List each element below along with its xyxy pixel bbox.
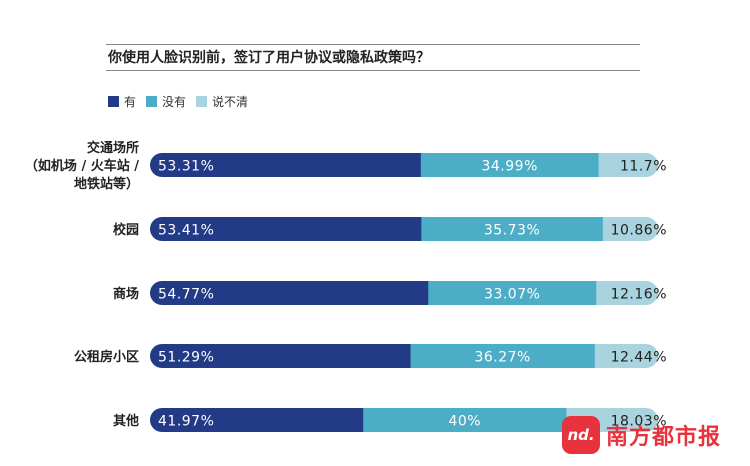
data-label: 34.99% (481, 159, 537, 175)
data-label: 36.27% (474, 350, 530, 366)
bar-group: 53.41% 35.73% 10.86% 校园 (113, 217, 667, 241)
legend-swatch (108, 96, 119, 107)
legend-swatch (196, 96, 208, 107)
bar-segment (150, 153, 422, 177)
data-label: 11.7% (620, 159, 667, 175)
legend-label: 说不清 (212, 95, 249, 109)
data-label: 33.07% (484, 287, 540, 303)
legend-item: 说不清 (196, 93, 248, 110)
data-label: 53.31% (158, 159, 214, 175)
data-label: 41.97% (158, 414, 214, 430)
data-label: 12.44% (611, 350, 667, 366)
legend-label: 有 (124, 95, 137, 109)
legend-label: 没有 (162, 95, 187, 109)
bar-segment (410, 344, 596, 368)
category-label: 交通场所 (87, 140, 139, 156)
data-label: 51.29% (158, 350, 214, 366)
category-label: 其他 (113, 413, 139, 429)
watermark-brand: 南方都市报 (606, 425, 722, 450)
bar-group: 41.97% 40% 18.03% 其他 (113, 408, 667, 432)
bar-segment (596, 281, 658, 305)
bar-segment (598, 153, 658, 177)
data-label: 54.77% (158, 287, 214, 303)
bar-segment (363, 408, 568, 432)
bar-segment (150, 408, 365, 432)
legend-item: 没有 (146, 93, 186, 110)
data-label: 35.73% (484, 223, 540, 239)
bar-segment (420, 153, 600, 177)
title-rule-bottom (106, 70, 640, 71)
bar-segment (421, 217, 604, 241)
category-label: （如机场 / 火车站 / (25, 158, 139, 174)
bar-segment (602, 217, 658, 241)
bar-segment (150, 344, 412, 368)
bar-segment (150, 217, 423, 241)
legend-swatch (146, 96, 158, 107)
category-label: 公租房小区 (74, 349, 139, 365)
chart-title: 你使用人脸识别前，签订了用户协议或隐私政策吗？ (108, 50, 430, 66)
data-label: 10.86% (611, 223, 667, 239)
category-label: 校园 (113, 222, 139, 238)
bar-group: 51.29% 36.27% 12.44% 公租房小区 (74, 344, 667, 368)
bar-segment (594, 344, 658, 368)
bar-segment (428, 281, 598, 305)
data-label: 18.03% (611, 414, 667, 430)
data-label: 40% (448, 414, 481, 430)
title-rule-top (106, 44, 640, 45)
category-label: 地铁站等） (74, 176, 139, 192)
data-label: 53.41% (158, 223, 214, 239)
legend: 有 没有 说不清 (108, 93, 258, 110)
category-label: 商场 (113, 286, 139, 302)
bar-group: 54.77% 33.07% 12.16% 商场 (113, 281, 667, 305)
bar-segment (150, 281, 430, 305)
legend-item: 有 (108, 93, 136, 110)
newspaper-logo-icon: nd. (562, 416, 600, 454)
bar-group: 53.31% 34.99% 11.7% 交通场所 （如机场 / 火车站 / 地铁站等） (25, 140, 667, 192)
watermark: nd. 南方都市报 (562, 416, 721, 454)
data-label: 12.16% (611, 287, 667, 303)
